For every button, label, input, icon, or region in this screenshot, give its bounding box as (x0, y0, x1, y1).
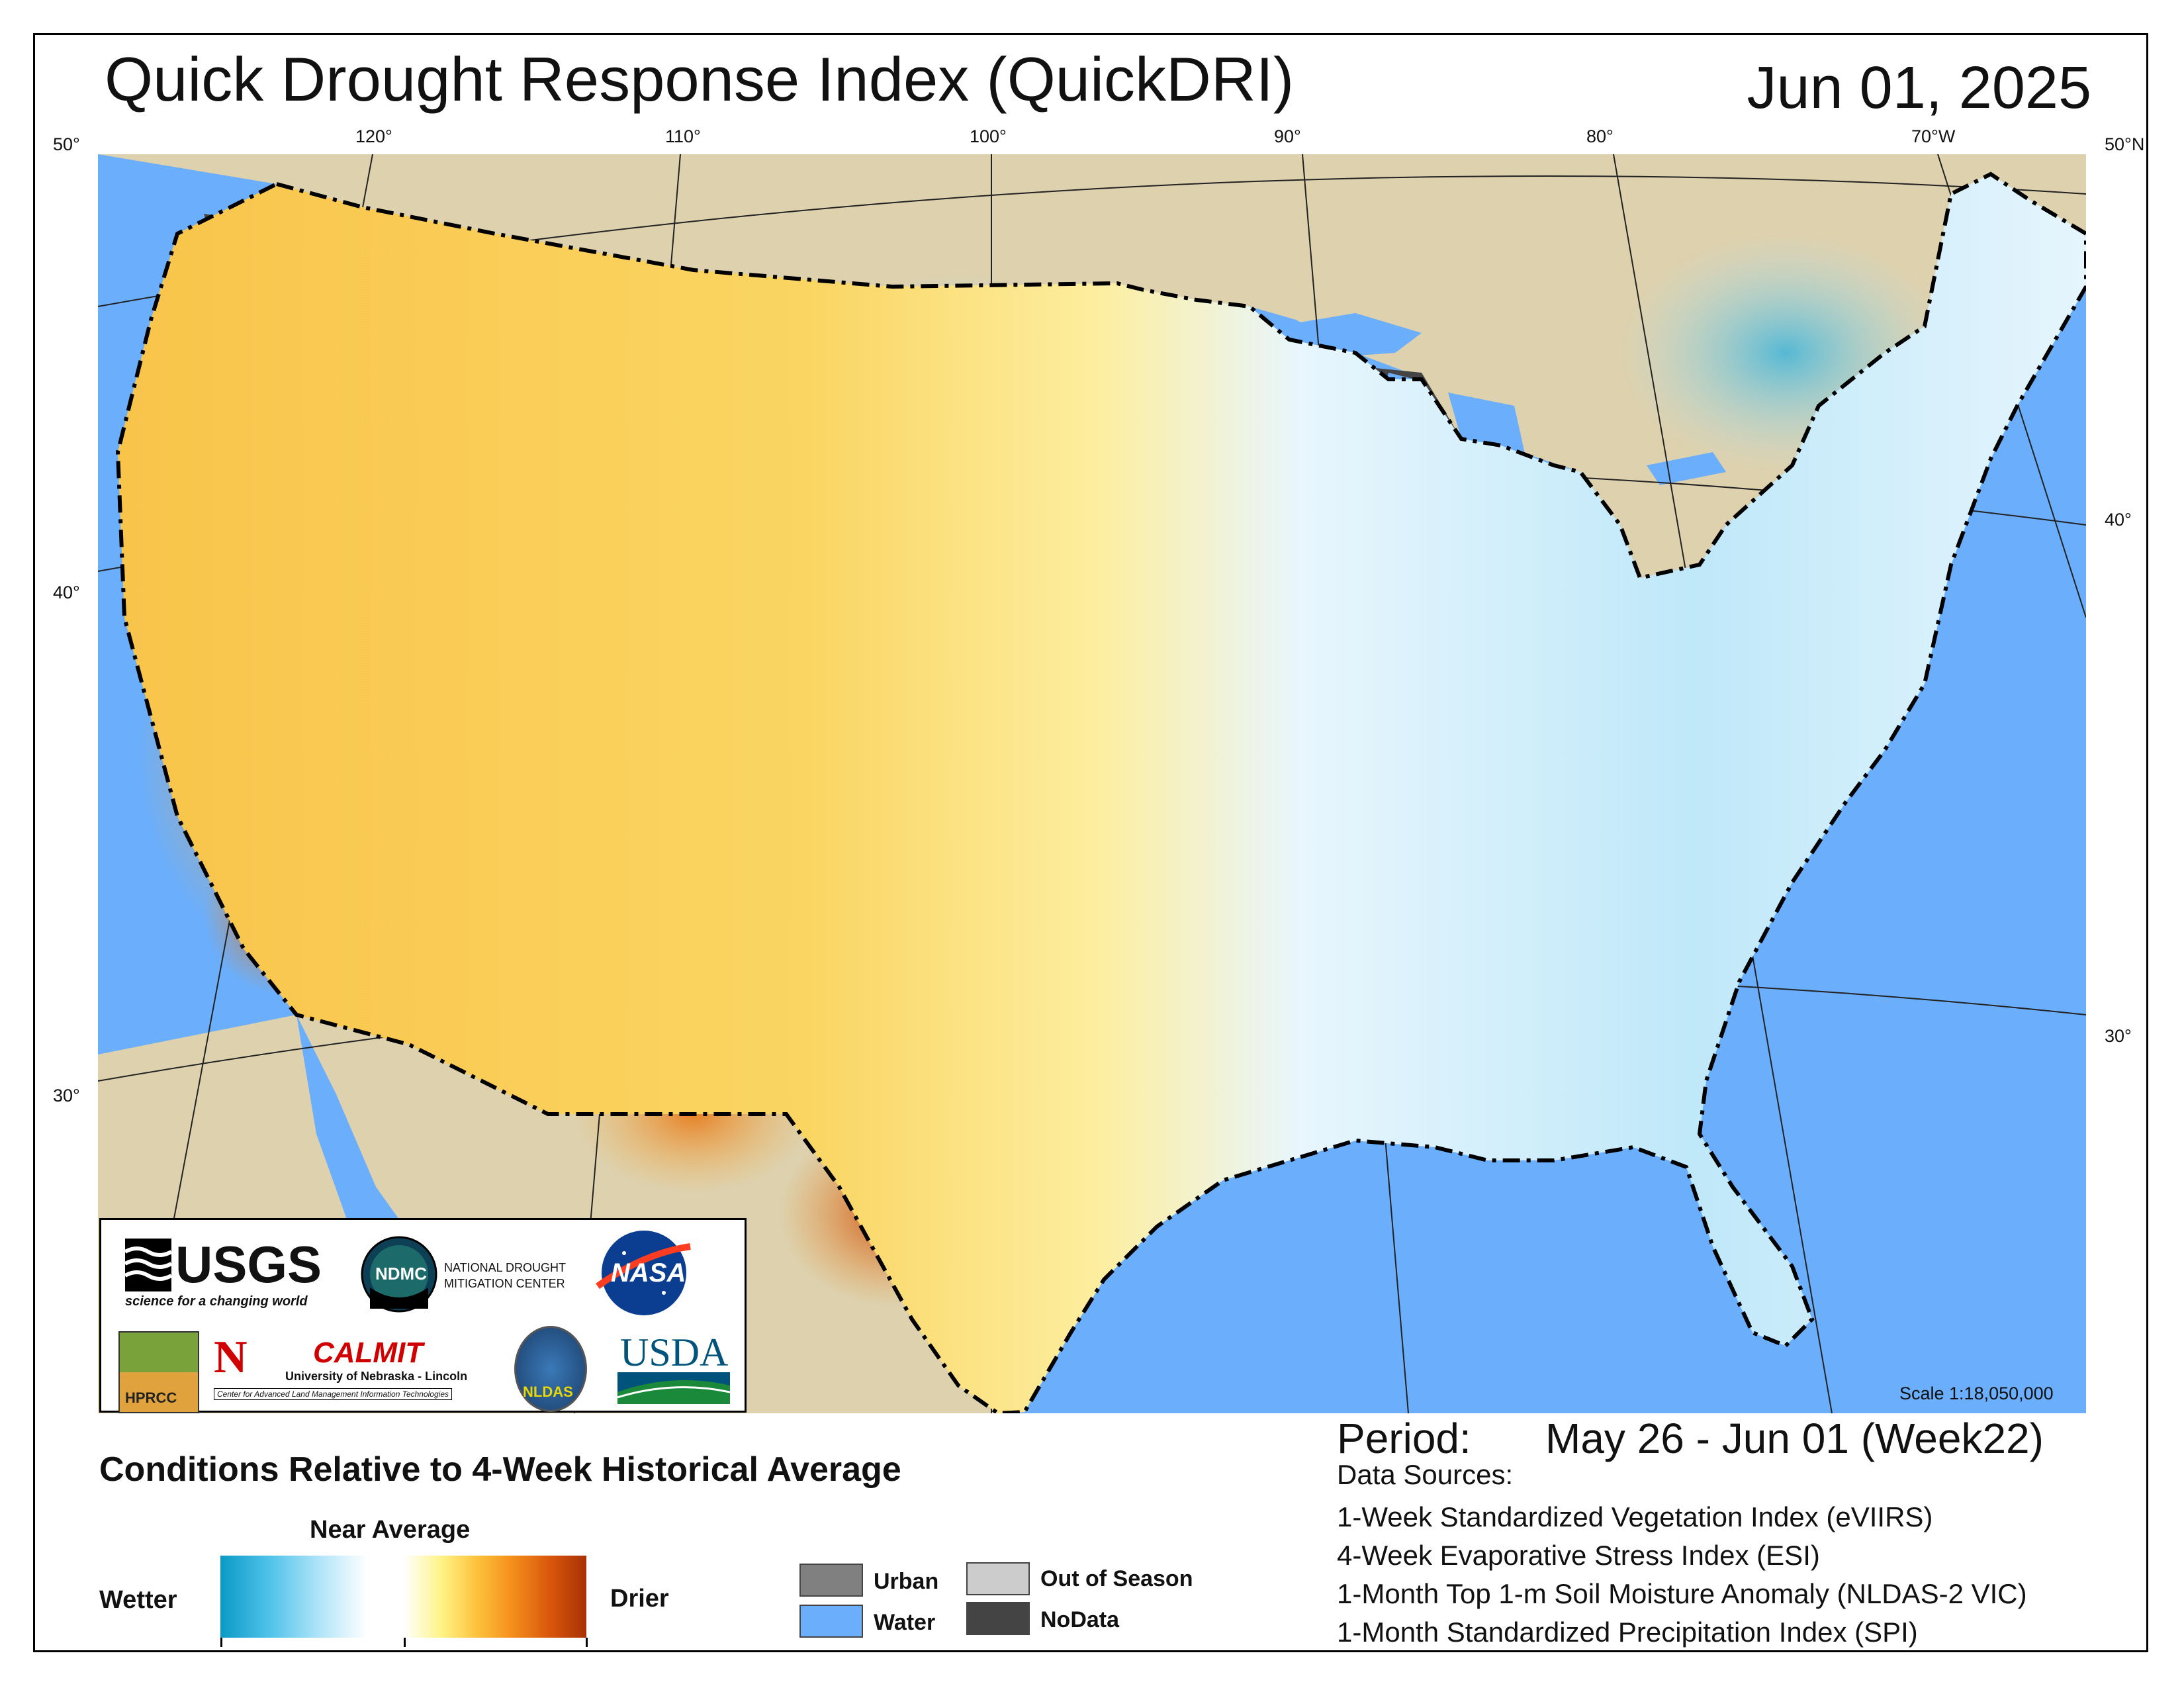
nasa-meatball-icon (596, 1231, 691, 1315)
legend-water-label: Water (874, 1610, 936, 1635)
data-source-item: 1-Week Standardized Vegetation Index (eV… (1337, 1501, 1933, 1532)
ndmc-logo: NDMC NATIONAL DROUGHT MITIGATION CENTER (359, 1235, 566, 1317)
legend-near-average: Near Average (310, 1516, 471, 1544)
usgs-tagline: science for a changing world (125, 1294, 308, 1309)
usda-logo: USDA (617, 1330, 730, 1405)
legend-urban-swatch (799, 1564, 863, 1597)
legend-water-swatch (799, 1605, 863, 1638)
unl-n-icon: N (214, 1332, 248, 1383)
legend-wetter: Wetter (99, 1586, 177, 1614)
lon-label-70w: 70°W (1911, 126, 1956, 146)
period-value: May 26 - Jun 01 (Week22) (1545, 1415, 2044, 1462)
map-date: Jun 01, 2025 (1747, 55, 2091, 121)
calmit-wordmark: CALMIT (313, 1336, 424, 1369)
lat-label-30-right: 30° (2105, 1026, 2132, 1046)
legend-urban-label: Urban (874, 1569, 939, 1594)
calmit-center: Center for Advanced Land Management Info… (214, 1388, 452, 1400)
logos-panel: USGS science for a changing world NDMC N… (99, 1218, 747, 1413)
usgs-wave-icon (124, 1239, 173, 1291)
calmit-logo: N CALMIT University of Nebraska - Lincol… (214, 1331, 492, 1404)
nldas-logo: NLDAS (514, 1326, 587, 1412)
usgs-logo: USGS science for a changing world (124, 1235, 322, 1309)
data-sources-label: Data Sources: (1337, 1459, 1514, 1490)
data-source-item: 1-Month Top 1-m Soil Moisture Anomaly (N… (1337, 1578, 2027, 1609)
legend-tick (220, 1638, 222, 1647)
nasa-wordmark: NASA (611, 1258, 686, 1288)
lat-label-40-left: 40° (53, 583, 80, 602)
map-scale: Scale 1:18,050,000 (1899, 1383, 2054, 1403)
usgs-wordmark: USGS (175, 1235, 322, 1293)
legend-nodata-label: NoData (1040, 1607, 1120, 1632)
lat-label-50-left: 50° (53, 134, 80, 154)
drought-map (98, 154, 2086, 1413)
lon-label-80: 80° (1586, 126, 1614, 146)
ndmc-name-line-2: MITIGATION CENTER (444, 1277, 565, 1290)
lon-label-120: 120° (355, 126, 392, 146)
legend-wet-colorbar (220, 1556, 367, 1638)
legend-tick (404, 1638, 406, 1647)
nldas-wordmark: NLDAS (523, 1383, 573, 1400)
legend-tick (586, 1638, 588, 1647)
legend-drier: Drier (610, 1585, 669, 1613)
legend-out-of-season-swatch (966, 1562, 1030, 1595)
lon-label-110: 110° (665, 126, 701, 146)
map-title: Quick Drought Response Index (QuickDRI) (105, 44, 1295, 114)
hprcc-logo: HPRCC (118, 1331, 199, 1413)
map-frame (33, 33, 2148, 1652)
usda-field-icon (617, 1372, 730, 1404)
canada-land (98, 154, 2086, 578)
data-source-item: 1-Month Standardized Precipitation Index… (1337, 1617, 1918, 1648)
lake-ontario (1647, 452, 1726, 485)
data-source-item: 4-Week Evaporative Stress Index (ESI) (1337, 1540, 1820, 1571)
usda-wordmark: USDA (620, 1331, 729, 1374)
legend-out-of-season-label: Out of Season (1040, 1566, 1193, 1591)
lon-label-90: 90° (1274, 126, 1301, 146)
nasa-logo: NASA (591, 1227, 697, 1323)
lat-label-40-right: 40° (2105, 510, 2132, 530)
ndmc-wordmark: NDMC (375, 1264, 427, 1284)
period-label: Period: (1337, 1415, 1471, 1462)
lon-label-100: 100° (970, 126, 1007, 146)
legend-dry-colorbar (404, 1556, 586, 1638)
lat-label-50n-right: 50°N (2105, 134, 2145, 154)
calmit-university: University of Nebraska - Lincoln (285, 1370, 468, 1383)
legend-subtitle: Conditions Relative to 4-Week Historical… (99, 1450, 901, 1489)
lat-label-30-left: 30° (53, 1086, 80, 1105)
legend-nodata-swatch (966, 1602, 1030, 1635)
ndmc-circle-icon (361, 1236, 437, 1313)
ndmc-name-line-1: NATIONAL DROUGHT (444, 1261, 567, 1274)
hprcc-wordmark: HPRCC (125, 1389, 177, 1406)
